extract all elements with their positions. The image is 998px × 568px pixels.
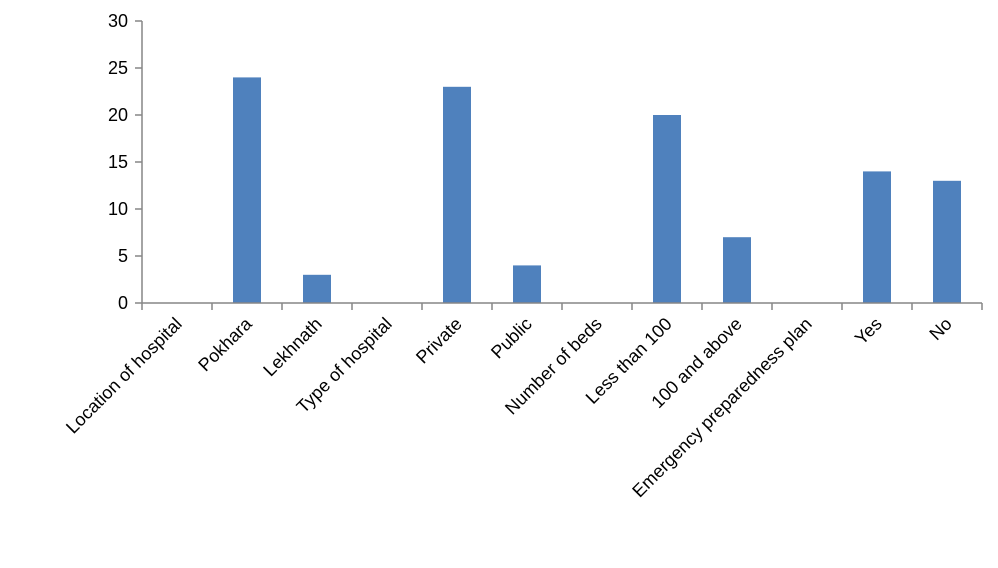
y-tick-label: 15 xyxy=(108,152,128,172)
x-category-label: Private xyxy=(412,314,466,368)
bar xyxy=(513,265,541,303)
x-axis: Location of hospital Pokhara LekhnathType … xyxy=(62,302,983,501)
x-category-label: Public xyxy=(487,314,536,363)
bar xyxy=(933,180,961,303)
x-category-label: Pokhara xyxy=(194,313,256,375)
x-category-label: No xyxy=(925,314,955,344)
bar xyxy=(443,86,471,303)
y-tick-label: 30 xyxy=(108,11,128,31)
bar xyxy=(233,77,261,304)
y-tick-label: 10 xyxy=(108,199,128,219)
y-tick-label: 20 xyxy=(108,105,128,125)
y-tick-label: 5 xyxy=(118,246,128,266)
y-axis: 0 5 10 15 20 25 30 xyxy=(108,11,143,313)
bar xyxy=(723,237,751,303)
bar xyxy=(653,115,681,303)
bar xyxy=(863,171,891,303)
x-category-label: Location of hospital xyxy=(62,314,186,438)
bars xyxy=(233,77,961,304)
y-tick-label: 25 xyxy=(108,58,128,78)
x-category-label: Yes xyxy=(851,314,886,349)
bar xyxy=(303,274,331,303)
x-category-label: Lekhnath xyxy=(259,314,326,381)
y-tick-label: 0 xyxy=(118,293,128,313)
